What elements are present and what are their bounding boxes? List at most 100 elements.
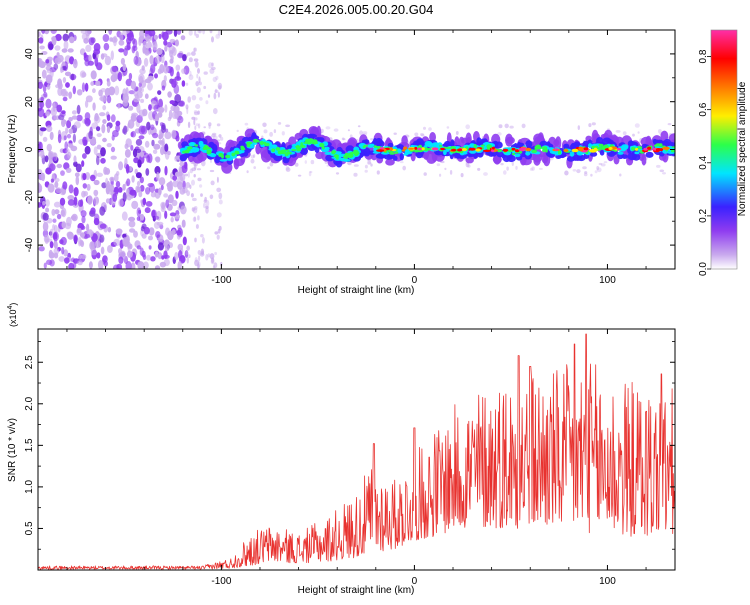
spectrogram-haze <box>341 137 345 141</box>
spectrogram-noise-blob <box>102 137 107 143</box>
spectrogram-signal-blob <box>404 149 410 156</box>
spectrogram-noise-blob <box>105 198 110 204</box>
spectrogram-noise-blob <box>88 130 93 140</box>
spectrogram-haze <box>364 164 368 169</box>
spectrogram-haze <box>420 133 424 136</box>
spectrogram-noise-blob <box>117 103 121 109</box>
spectrogram-noise-blob <box>64 141 68 151</box>
spectrogram-signal-blob <box>429 132 436 143</box>
spectrogram-noise-blob <box>69 36 75 44</box>
snr-ytick-label: 0.5 <box>24 521 35 535</box>
spectrogram-signal-blob <box>214 157 220 164</box>
spectrogram-noise-blob <box>139 86 144 93</box>
spectrogram-signal-blob <box>308 138 314 143</box>
spectrogram-haze <box>362 131 368 135</box>
spectrogram-noise-blob <box>71 213 78 222</box>
spectrogram-noise-blob <box>148 30 156 37</box>
spectrogram-noise-blob <box>205 100 209 105</box>
spectrogram-signal-blob <box>481 144 485 147</box>
spectrogram-haze <box>269 131 273 137</box>
spectrogram-noise-blob <box>45 74 53 84</box>
spectrogram-noise-blob <box>180 205 187 215</box>
spectrogram-ytick-label: 20 <box>24 96 35 108</box>
spectrogram-noise-blob <box>218 192 223 200</box>
spectrogram-noise-blob <box>147 75 154 81</box>
spectrogram-haze <box>590 173 593 177</box>
spectrogram-noise-blob <box>209 194 214 200</box>
spectrogram-noise-blob <box>154 251 159 258</box>
spectrogram-haze <box>460 173 464 178</box>
spectrogram-noise-blob <box>42 136 48 142</box>
spectrogram-noise-blob <box>51 208 56 216</box>
spectrogram-signal-blob <box>632 153 641 161</box>
spectrogram-noise-blob <box>49 150 54 159</box>
spectrogram-signal-blob <box>303 141 308 144</box>
spectrogram-noise-blob <box>130 144 134 151</box>
spectrogram-noise-blob <box>57 82 63 90</box>
spectrogram-noise-blob <box>81 190 86 198</box>
spectrogram-noise-blob <box>197 263 200 269</box>
spectrogram-haze <box>208 122 212 127</box>
spectrogram-noise-blob <box>119 32 124 42</box>
spectrogram-noise-blob <box>114 85 120 96</box>
spectrogram-noise-blob <box>100 95 108 103</box>
spectrogram-noise-blob <box>216 234 220 240</box>
spectrogram-haze <box>521 123 526 129</box>
spectrogram-noise-blob <box>128 220 136 228</box>
spectrogram-noise-blob <box>195 224 199 229</box>
spectrogram-noise-blob <box>98 89 103 97</box>
spectrogram-noise-blob <box>150 124 155 131</box>
spectrogram-noise-blob <box>188 57 193 63</box>
spectrogram-noise-blob <box>130 114 137 122</box>
spectrogram-noise-blob <box>118 48 125 53</box>
spectrogram-haze <box>347 161 352 166</box>
spectrogram-haze <box>622 131 627 136</box>
spectrogram-noise-blob <box>84 82 89 92</box>
figure-title: C2E4.2026.005.00.20.G04 <box>279 2 434 17</box>
spectrogram-noise-blob <box>144 140 150 148</box>
spectrogram-noise-blob <box>76 114 83 122</box>
spectrogram-noise-blob <box>40 149 45 159</box>
spectrogram-haze <box>591 122 596 126</box>
spectrogram-noise-blob <box>164 131 172 140</box>
spectrogram-noise-blob <box>138 190 143 198</box>
spectrogram-noise-blob <box>197 30 201 34</box>
spectrogram-peak-blob <box>608 147 613 150</box>
spectrogram-noise-blob <box>145 168 150 176</box>
spectrogram-signal-blob <box>621 154 628 160</box>
spectrogram-noise-blob <box>90 174 96 182</box>
spectrogram-noise-blob <box>130 130 136 138</box>
spectrogram-haze <box>656 164 661 168</box>
spectrogram-haze <box>194 125 197 130</box>
spectrogram-signal-blob <box>291 148 297 152</box>
spectrogram-peak-blob <box>401 149 406 152</box>
spectrogram-haze <box>273 129 277 134</box>
spectrogram-noise-blob <box>63 162 70 170</box>
spectrogram-noise-blob <box>71 115 78 120</box>
spectrogram-noise-blob <box>167 230 174 241</box>
spectrogram-haze <box>615 130 621 133</box>
spectrogram-haze <box>428 127 432 131</box>
spectrogram-noise-blob <box>207 253 211 258</box>
spectrogram-noise-blob <box>52 231 59 242</box>
spectrogram-noise-blob <box>171 199 178 207</box>
spectrogram-noise-blob <box>193 58 199 62</box>
spectrogram-noise-blob <box>175 190 179 199</box>
spectrogram-noise-blob <box>215 75 219 80</box>
spectrogram-noise-blob <box>105 177 109 187</box>
spectrogram-signal-blob <box>444 140 451 147</box>
spectrogram-haze <box>250 158 255 164</box>
spectrogram-peak-blob <box>421 147 425 151</box>
spectrogram-noise-blob <box>45 207 50 213</box>
spectrogram-signal-blob <box>394 151 399 154</box>
spectrogram-noise-blob <box>65 167 72 173</box>
snr-ytick-label: 2.5 <box>24 355 35 369</box>
spectrogram-noise-blob <box>62 33 69 42</box>
spectrogram-haze <box>498 124 503 129</box>
spectrogram-noise-blob <box>43 262 47 269</box>
spectrogram-noise-blob <box>108 86 116 96</box>
spectrogram-noise-blob <box>160 205 166 213</box>
spectrogram-signal-blob <box>617 151 624 155</box>
spectrogram-haze <box>325 126 331 130</box>
spectrogram-noise-blob <box>197 68 200 74</box>
